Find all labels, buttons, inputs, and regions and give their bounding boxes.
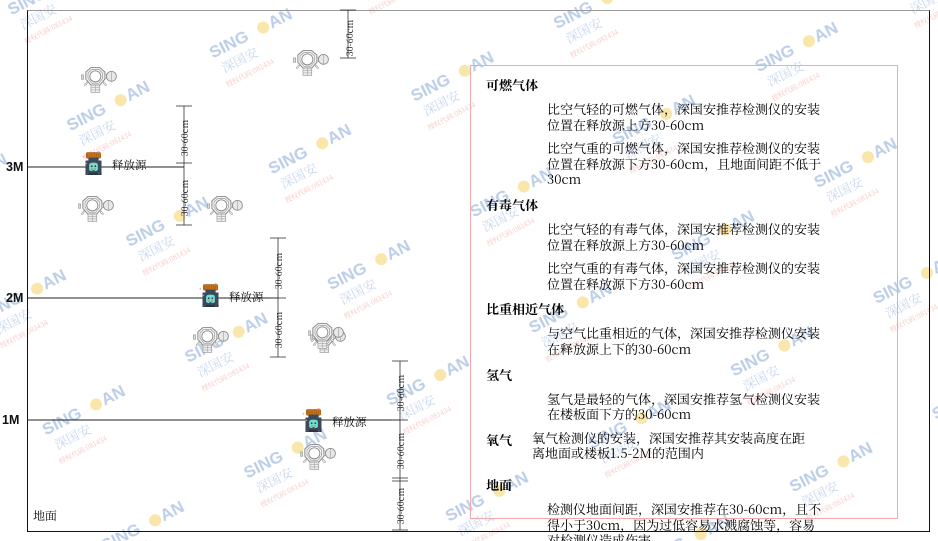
svg-text:1M: 1M <box>2 413 19 427</box>
svg-text:30-60cm: 30-60cm <box>394 433 407 470</box>
svg-text:释放源: 释放源 <box>229 289 264 305</box>
svg-text:30-60cm: 30-60cm <box>272 312 285 349</box>
svg-text:30-60cm: 30-60cm <box>178 180 191 217</box>
svg-text:释放源: 释放源 <box>112 157 147 173</box>
svg-text:3M: 3M <box>6 160 23 174</box>
svg-text:30-60cm: 30-60cm <box>272 253 285 290</box>
svg-text:地面: 地面 <box>33 507 57 524</box>
svg-text:2M: 2M <box>6 291 23 305</box>
svg-text:30-60cm: 30-60cm <box>394 375 407 412</box>
svg-text:30-60cm: 30-60cm <box>394 488 407 525</box>
svg-text:30-60cm: 30-60cm <box>178 120 191 157</box>
svg-text:30-60cm: 30-60cm <box>343 20 356 57</box>
svg-text:释放源: 释放源 <box>332 414 367 430</box>
